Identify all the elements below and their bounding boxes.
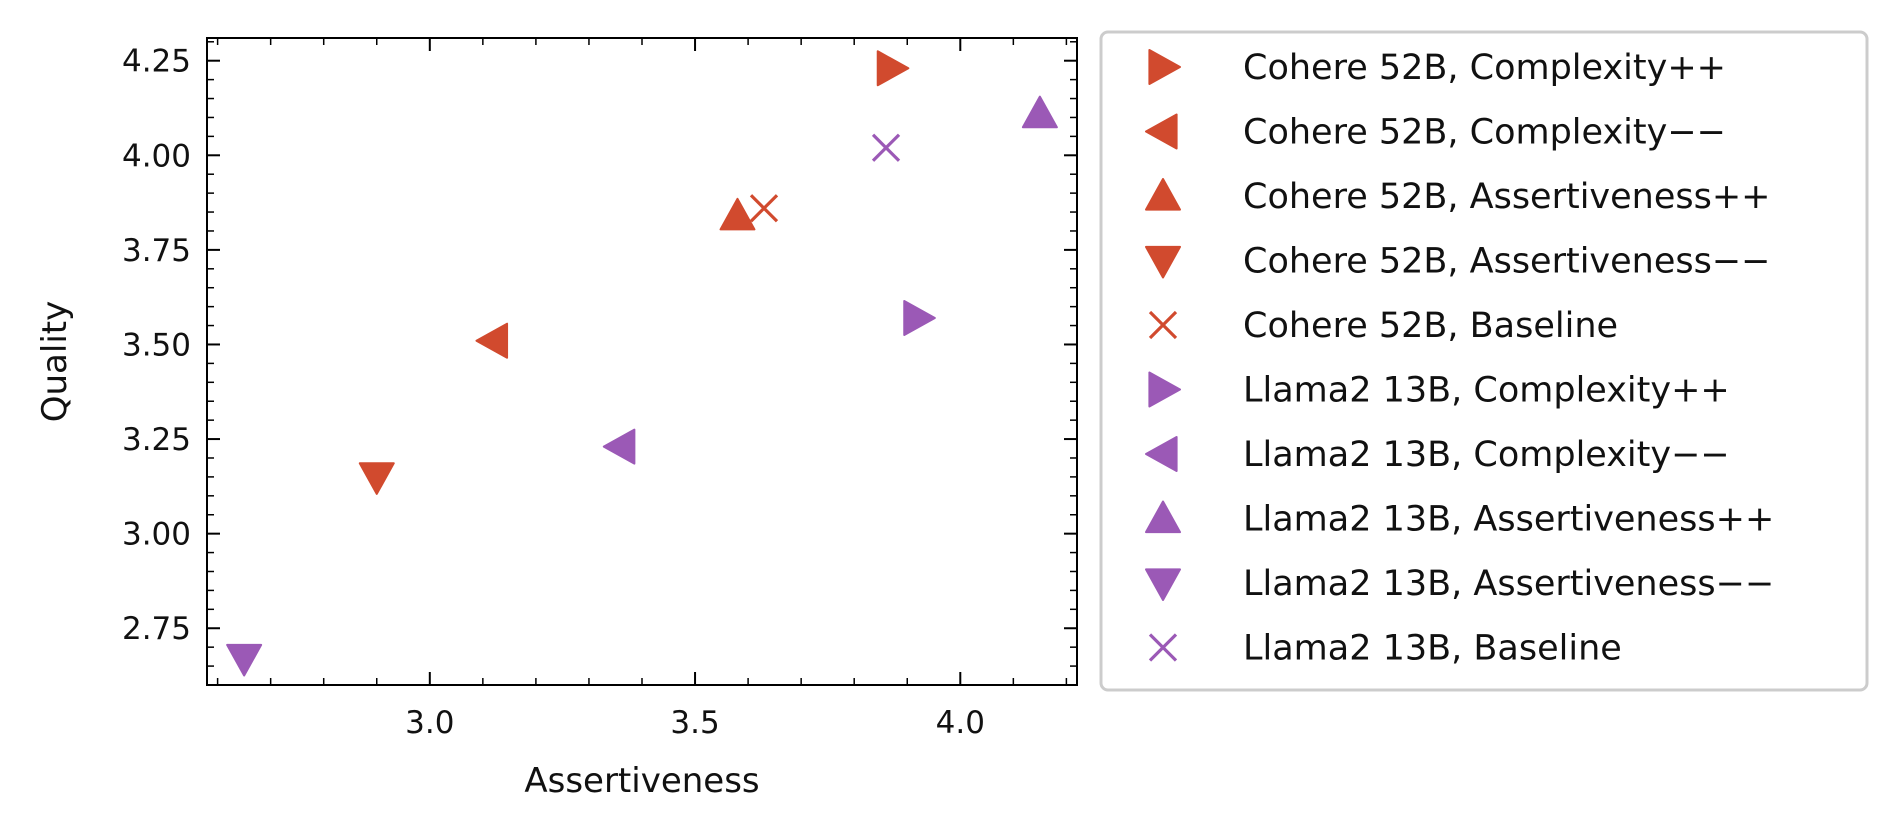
y-tick-label: 2.75 [122, 611, 191, 647]
legend: Cohere 52B, Complexity++ Cohere 52B, Comp… [1099, 30, 1869, 692]
y-tick-label: 4.25 [122, 44, 191, 80]
y-tick-label: 3.75 [122, 233, 191, 269]
legend-box [1099, 30, 1869, 692]
points-layer [226, 50, 1058, 677]
plot-frame [206, 37, 1078, 686]
legend-marker-5 [1148, 310, 1178, 340]
axes-layer: 3.0 3.5 4.0 2.75 3.00 3.25 3.50 3.75 4.00 4.25 [122, 37, 1078, 741]
legend-label-4: Cohere 52B, Assertiveness−− [1243, 242, 1771, 282]
x-tick-label: 4.0 [936, 705, 985, 741]
data-point-4 [358, 462, 395, 495]
data-point-2 [475, 322, 509, 359]
data-point-1 [876, 50, 910, 87]
data-point-8 [1021, 95, 1058, 129]
legend-marker-2 [1145, 113, 1178, 150]
data-point-5 [749, 194, 779, 223]
legend-marker-6 [1148, 371, 1181, 408]
legend-marker-9 [1145, 568, 1181, 601]
data-point-9 [226, 643, 263, 677]
x-tick-label: 3.0 [405, 705, 454, 741]
legend-label-6: Llama2 13B, Complexity++ [1243, 371, 1730, 411]
legend-label-5: Cohere 52B, Baseline [1243, 306, 1618, 346]
y-axis-label: Quality [35, 301, 75, 423]
legend-label-10: Llama2 13B, Baseline [1243, 629, 1622, 669]
y-tick-label: 3.00 [122, 517, 191, 553]
data-point-7 [602, 428, 636, 465]
x-axis-label: Assertiveness [524, 761, 759, 801]
data-point-3 [719, 197, 756, 231]
legend-label-3: Cohere 52B, Assertiveness++ [1243, 177, 1771, 217]
y-tick-label: 4.00 [122, 138, 191, 174]
legend-marker-7 [1145, 436, 1178, 472]
data-point-10 [871, 133, 901, 162]
legend-label-2: Cohere 52B, Complexity−− [1243, 113, 1726, 153]
legend-marker-10 [1148, 633, 1178, 662]
y-tick-label: 3.25 [122, 422, 191, 458]
legend-marker-3 [1145, 178, 1181, 211]
data-point-6 [903, 299, 936, 336]
legend-label-9: Llama2 13B, Assertiveness−− [1243, 564, 1774, 604]
legend-marker-8 [1145, 500, 1181, 534]
x-tick-label: 3.5 [670, 705, 719, 741]
y-tick-label: 3.50 [122, 327, 191, 363]
legend-marker-1 [1148, 49, 1181, 85]
legend-label-8: Llama2 13B, Assertiveness++ [1243, 500, 1774, 540]
legend-label-7: Llama2 13B, Complexity−− [1243, 435, 1730, 475]
legend-label-1: Cohere 52B, Complexity++ [1243, 48, 1726, 88]
legend-marker-4 [1145, 245, 1181, 279]
